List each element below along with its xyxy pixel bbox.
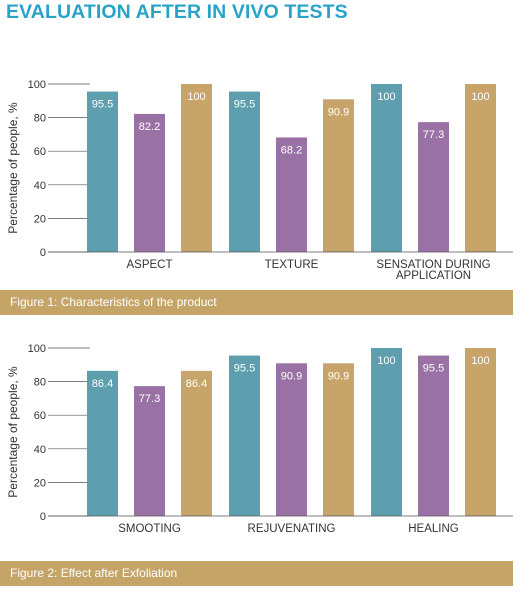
x-category-label: APPLICATION	[396, 270, 471, 282]
bar-series-3	[181, 370, 212, 516]
bar-value-label: 77.3	[139, 393, 160, 405]
bar-series-1	[371, 348, 402, 516]
bar-series-2	[134, 113, 165, 253]
y-tick-label: 20	[34, 213, 46, 225]
y-tick-label: 0	[40, 511, 46, 523]
bar-value-label: 90.9	[328, 370, 349, 382]
exfoliation-effect-bar-chart: Percentage of people, % 0 20 40 60 80 100 86.4 9…	[6, 343, 513, 535]
bar-series-3	[181, 84, 212, 252]
bar-series-1	[229, 91, 260, 252]
x-category-label: ASPECT	[126, 259, 172, 271]
y-axis-label: Percentage of people, %	[6, 102, 20, 234]
bar-value-label: 86.4	[186, 378, 207, 390]
characteristics-bar-chart: Percentage of people, % 0 20 40 60 80 100 95.5 9…	[6, 79, 513, 282]
bar-series-2	[276, 137, 307, 252]
y-tick-label: 60	[34, 146, 46, 158]
bar-series-1	[87, 91, 118, 252]
bar-series-3	[323, 99, 354, 253]
y-tick-label: 60	[34, 410, 46, 422]
y-tick-label: 40	[34, 180, 46, 192]
bar-series-3	[323, 363, 354, 516]
figure-1-caption: Figure 1: Characteristics of the product	[0, 290, 513, 315]
bar-series-2	[276, 363, 307, 516]
bar-value-label: 82.2	[139, 121, 160, 133]
bar-series-2	[418, 122, 449, 252]
bar-value-label: 100	[377, 91, 395, 103]
bar-series-2	[134, 386, 165, 516]
y-tick-label: 80	[34, 113, 46, 125]
y-axis-label: Percentage of people, %	[6, 366, 20, 498]
bar-value-label: 86.4	[92, 378, 113, 390]
x-category-label: TEXTURE	[265, 259, 319, 271]
x-category-label: HEALING	[408, 523, 459, 535]
bar-value-label: 68.2	[281, 144, 302, 156]
page-title: EVALUATION AFTER IN VIVO TESTS	[6, 1, 348, 23]
bar-value-label: 100	[471, 355, 489, 367]
bar-value-label: 95.5	[92, 99, 113, 111]
bar-value-label: 95.5	[423, 363, 444, 375]
bar-series-1	[87, 370, 118, 516]
figure-2-caption: Figure 2: Effect after Exfoliation	[0, 561, 513, 586]
y-tick-label: 20	[34, 477, 46, 489]
y-tick-label: 100	[28, 79, 46, 91]
bar-series-3	[465, 348, 496, 516]
bar-value-label: 100	[187, 91, 205, 103]
bar-value-label: 90.9	[328, 106, 349, 118]
bar-value-label: 77.3	[423, 129, 444, 141]
bar-series-2	[418, 355, 449, 516]
bar-series-3	[465, 84, 496, 252]
bar-value-label: 95.5	[234, 363, 255, 375]
y-tick-label: 100	[28, 343, 46, 355]
bar-value-label: 100	[377, 355, 395, 367]
bar-series-1	[229, 355, 260, 516]
x-category-label: SENSATION DURING	[376, 259, 490, 271]
x-category-label: REJUVENATING	[248, 523, 336, 535]
y-tick-label: 40	[34, 444, 46, 456]
bar-series-1	[371, 84, 402, 252]
bar-value-label: 90.9	[281, 370, 302, 382]
x-category-label: SMOOTING	[118, 523, 181, 535]
bar-value-label: 100	[471, 91, 489, 103]
y-tick-label: 0	[40, 247, 46, 259]
bar-value-label: 95.5	[234, 99, 255, 111]
y-tick-label: 80	[34, 377, 46, 389]
